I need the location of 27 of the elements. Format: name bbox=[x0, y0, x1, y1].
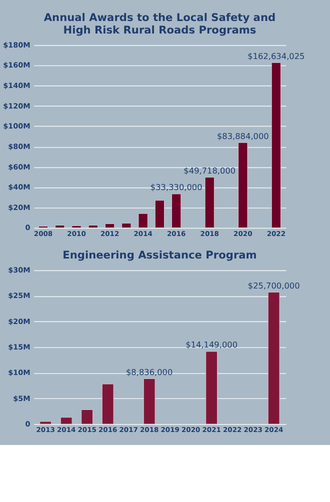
bar bbox=[204, 177, 214, 228]
chart-title: Annual Awards to the Local Safety and High Risk Rural Roads Programs bbox=[44, 12, 276, 36]
bar bbox=[268, 292, 280, 424]
chart-title: Engineering Assistance Program bbox=[62, 250, 257, 262]
bar bbox=[143, 378, 156, 424]
bar bbox=[172, 194, 182, 228]
bar bbox=[55, 225, 65, 228]
bar bbox=[88, 225, 98, 228]
text: $25,700,000 bbox=[248, 280, 300, 290]
text: $14,149,000 bbox=[186, 340, 238, 350]
text: $162,634,025 bbox=[248, 50, 305, 61]
bar bbox=[81, 409, 94, 424]
bar bbox=[154, 200, 165, 228]
bar bbox=[40, 421, 52, 424]
text: $33,330,000 bbox=[150, 182, 202, 192]
bar bbox=[138, 213, 148, 228]
text: $49,718,000 bbox=[184, 165, 236, 176]
text: $8,836,000 bbox=[126, 366, 173, 377]
bar bbox=[104, 223, 115, 228]
bar bbox=[206, 351, 218, 424]
bar bbox=[72, 226, 82, 228]
bar bbox=[271, 62, 281, 228]
bar bbox=[102, 384, 114, 424]
bar bbox=[122, 222, 132, 228]
text: $83,884,000 bbox=[216, 130, 269, 141]
bar bbox=[238, 142, 248, 228]
bar bbox=[60, 417, 72, 424]
